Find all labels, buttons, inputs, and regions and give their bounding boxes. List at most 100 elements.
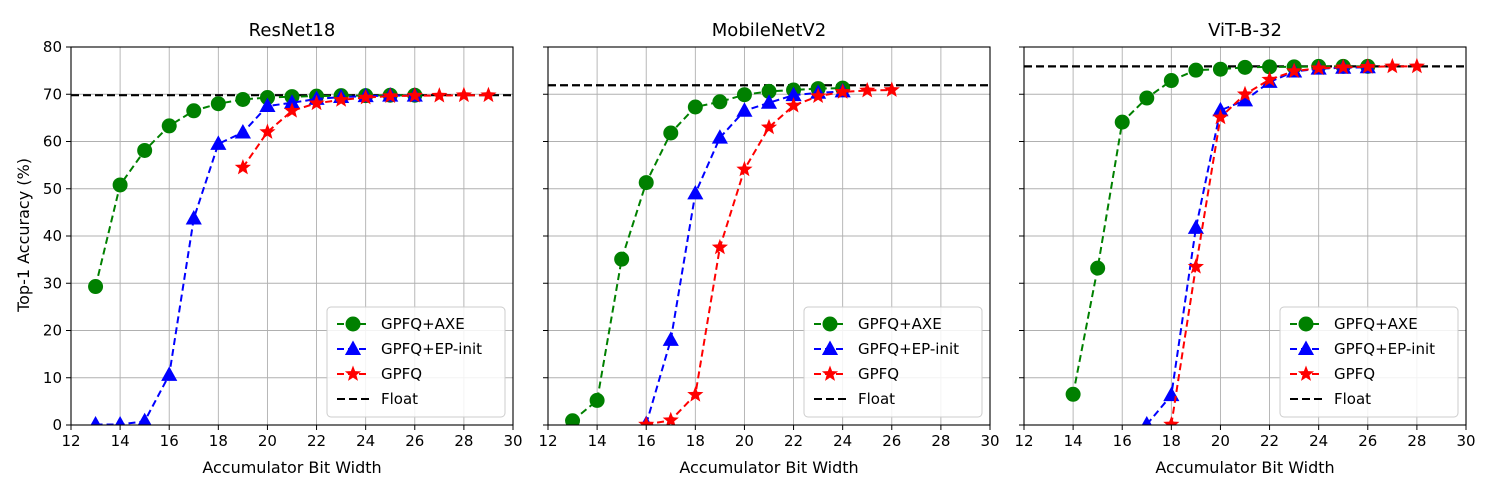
data-point-gpfq: [1212, 108, 1229, 125]
legend-marker-gpfq-axe: [345, 316, 361, 332]
y-tick-label: 50: [43, 180, 62, 198]
data-point-gpfq-axe: [589, 392, 605, 408]
x-tick-label: 12: [538, 432, 557, 450]
series-gpfq-axe: [88, 87, 423, 295]
legend-label-gpfq: GPFQ: [1334, 365, 1375, 383]
y-tick-label: 70: [43, 85, 62, 103]
legend-label-float: Float: [381, 390, 418, 408]
data-point-gpfq-ep-init: [161, 366, 178, 381]
legend-entry-float: Float: [1290, 390, 1371, 408]
data-point-gpfq: [1408, 57, 1425, 74]
y-tick-label: 0: [52, 416, 62, 434]
y-tick-label: 20: [43, 322, 62, 340]
x-tick-label: 12: [1014, 432, 1033, 450]
data-point-gpfq-axe: [1212, 61, 1228, 77]
chart-title: MobileNetV2: [712, 20, 826, 41]
data-point-gpfq-axe: [137, 142, 153, 158]
legend-marker-gpfq-axe: [822, 316, 838, 332]
legend-label-gpfq: GPFQ: [858, 365, 899, 383]
legend-label-gpfq-axe: GPFQ+AXE: [858, 315, 942, 333]
legend-entry-gpfq-ep-init: GPFQ+EP-init: [814, 340, 959, 358]
x-tick-label: 14: [111, 432, 130, 450]
x-tick-label: 14: [1064, 432, 1083, 450]
x-tick-label: 16: [160, 432, 179, 450]
data-point-gpfq-ep-init: [283, 94, 301, 109]
legend-label-float: Float: [1334, 390, 1371, 408]
legend-marker-gpfq: [1297, 365, 1315, 381]
x-tick-label: 22: [1260, 432, 1279, 450]
data-point-gpfq: [736, 160, 753, 177]
plot-area: [548, 80, 990, 425]
legend-label-gpfq-axe: GPFQ+AXE: [381, 315, 465, 333]
legend-label-gpfq-axe: GPFQ+AXE: [1334, 315, 1418, 333]
data-point-gpfq-axe: [687, 99, 703, 115]
data-point-gpfq: [810, 87, 827, 104]
data-point-gpfq-axe: [663, 125, 679, 141]
legend-entry-float: Float: [337, 390, 418, 408]
series-gpfq: [1163, 57, 1425, 425]
data-point-gpfq: [883, 81, 900, 97]
data-point-gpfq-axe: [186, 103, 202, 119]
data-point-gpfq: [480, 86, 497, 103]
data-point-gpfq-axe: [259, 90, 275, 106]
ticks: [543, 46, 991, 430]
series-gpfq: [234, 86, 497, 175]
data-point-gpfq: [760, 118, 778, 135]
legend-entry-gpfq-axe: GPFQ+AXE: [337, 315, 465, 333]
legend-marker-gpfq-ep-init: [1297, 340, 1315, 355]
data-point-gpfq-axe: [1163, 73, 1179, 89]
data-point-gpfq: [308, 94, 325, 111]
data-point-gpfq-axe: [88, 279, 104, 295]
chart-panel-3: 12 14 16 18 20 22 24 26 28 30 ViT-B-32 Accumulator …: [1014, 20, 1475, 477]
data-point-gpfq-ep-init: [259, 97, 276, 113]
legend-label-gpfq-ep-init: GPFQ+EP-init: [1334, 340, 1435, 358]
data-point-gpfq: [234, 158, 251, 175]
x-tick-label: 24: [833, 432, 852, 450]
data-point-gpfq-ep-init: [760, 94, 778, 109]
x-tick-label: 22: [784, 432, 803, 450]
legend: GPFQ+AXE GPFQ+EP-init GPFQ Float: [803, 306, 983, 418]
data-point-gpfq-ep-init: [1187, 219, 1204, 234]
y-tick-label: 40: [43, 227, 62, 245]
legend-entry-float: Float: [814, 390, 895, 408]
x-tick-label: 28: [1407, 432, 1426, 450]
data-point-gpfq-ep-init: [711, 129, 728, 144]
data-point-gpfq: [1310, 59, 1327, 76]
ticks: [1019, 46, 1467, 430]
data-point-gpfq: [431, 87, 448, 103]
data-point-gpfq: [1286, 62, 1303, 78]
data-point-gpfq-axe: [1237, 59, 1253, 75]
data-point-gpfq: [859, 81, 876, 98]
data-point-gpfq-axe: [712, 94, 728, 110]
x-tick-label: 16: [1113, 432, 1132, 450]
x-axis-label: Accumulator Bit Width: [679, 458, 858, 477]
x-tick-label: 30: [980, 432, 999, 450]
legend-entry-gpfq-ep-init: GPFQ+EP-init: [1290, 340, 1435, 358]
legend-entry-gpfq: GPFQ: [337, 365, 422, 383]
ticks: [66, 46, 514, 430]
series-line-gpfq-axe: [571, 87, 843, 422]
data-point-gpfq-ep-init: [1141, 416, 1152, 425]
x-tick-label: 12: [61, 432, 80, 450]
data-point-gpfq-axe: [235, 91, 251, 107]
data-point-gpfq-axe: [1114, 114, 1130, 130]
y-tick-label: 30: [43, 274, 62, 292]
data-point-gpfq: [333, 91, 350, 107]
legend-marker-gpfq-axe: [1298, 316, 1314, 332]
data-point-gpfq-axe: [161, 118, 177, 134]
data-point-gpfq-ep-init: [687, 184, 704, 200]
data-point-gpfq: [1359, 58, 1376, 74]
data-point-gpfq-ep-init: [115, 416, 126, 425]
legend-label-gpfq: GPFQ: [381, 365, 422, 383]
series-gpfq: [638, 81, 900, 425]
x-tick-label: 18: [686, 432, 705, 450]
x-tick-label: 26: [405, 432, 424, 450]
x-tick-label: 24: [356, 432, 375, 450]
legend-entry-gpfq-axe: GPFQ+AXE: [1290, 315, 1418, 333]
x-axis-label: Accumulator Bit Width: [202, 458, 381, 477]
data-point-gpfq-axe: [210, 96, 226, 112]
data-point-gpfq-ep-init: [662, 331, 679, 346]
data-point-gpfq: [1384, 57, 1401, 74]
series-line-gpfq-axe: [94, 94, 415, 287]
